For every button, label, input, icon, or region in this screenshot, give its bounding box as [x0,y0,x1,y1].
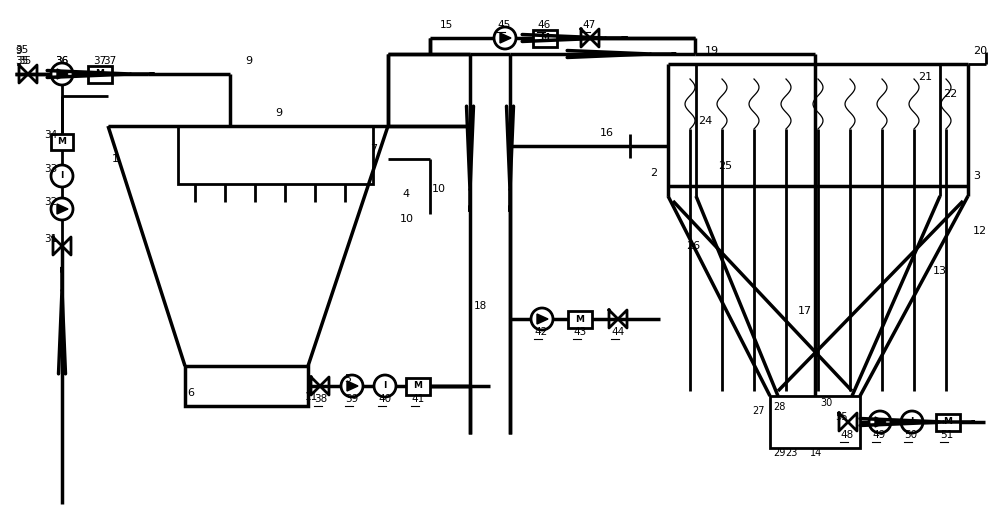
Text: M: M [58,138,66,146]
Text: 7: 7 [370,144,377,154]
Circle shape [869,411,891,433]
Polygon shape [500,33,511,43]
Circle shape [374,375,396,397]
Circle shape [901,411,923,433]
Text: 37: 37 [93,56,106,66]
Text: 35: 35 [15,45,28,55]
Text: M: M [540,33,550,43]
Bar [51,134,73,150]
Text: 18: 18 [474,301,487,311]
Text: 46: 46 [537,20,550,30]
Text: 41: 41 [411,394,424,404]
Text: 9: 9 [15,46,22,56]
Text: 10: 10 [432,184,446,194]
Polygon shape [875,417,886,427]
Text: 6: 6 [187,388,194,398]
Text: 43: 43 [573,327,586,337]
Polygon shape [537,314,548,324]
Text: M: M [944,417,952,427]
Bar [770,396,860,448]
Text: 30: 30 [820,398,832,408]
Polygon shape [57,69,68,79]
Text: 9: 9 [245,56,252,66]
Circle shape [51,63,73,85]
Text: 47: 47 [582,20,595,30]
Circle shape [51,198,73,220]
Text: 33: 33 [44,164,57,174]
Text: 13: 13 [933,266,947,276]
Text: 2: 2 [650,168,657,178]
Text: 26: 26 [686,241,700,251]
Text: M: M [576,315,584,323]
Text: 50: 50 [904,430,917,440]
Text: 9: 9 [275,108,282,118]
Text: 36: 36 [55,56,68,66]
Text: I: I [60,172,64,180]
Polygon shape [347,381,358,391]
Text: 24: 24 [698,116,712,126]
Text: 35: 35 [15,56,28,66]
Text: 23: 23 [785,448,797,458]
Text: 22: 22 [943,89,957,99]
Text: 20: 20 [973,46,987,56]
Text: 49: 49 [872,430,885,440]
Text: 28: 28 [773,402,785,412]
Bar [178,126,373,184]
Text: 5: 5 [344,374,351,384]
Text: 31: 31 [44,234,57,244]
Text: 34: 34 [44,130,57,140]
Bar [533,29,557,46]
Polygon shape [57,204,68,214]
Text: 32: 32 [44,197,57,207]
Text: 48: 48 [840,430,853,440]
Circle shape [341,375,363,397]
Text: 51: 51 [940,430,953,440]
Bar [936,413,960,431]
Text: 40: 40 [378,394,391,404]
Text: 42: 42 [534,327,547,337]
Text: 1: 1 [112,154,119,164]
Text: 44: 44 [611,327,624,337]
Text: 27: 27 [752,406,765,416]
Text: 45: 45 [497,20,510,30]
Bar [185,366,308,406]
Text: 17: 17 [798,306,812,316]
Bar [88,65,112,83]
Text: 25: 25 [718,161,732,171]
Circle shape [531,308,553,330]
Text: 38: 38 [314,394,327,404]
Circle shape [51,165,73,187]
Text: 37: 37 [103,56,116,66]
Text: 10: 10 [400,214,414,224]
Bar [406,377,430,395]
Text: 15: 15 [440,20,453,30]
Text: 14: 14 [810,448,822,458]
Text: 11: 11 [305,392,318,402]
Text: I: I [910,417,914,427]
Circle shape [494,27,516,49]
Text: M: M [414,381,422,391]
Text: 36: 36 [55,56,68,66]
Text: 12: 12 [973,226,987,236]
Text: 16: 16 [600,128,614,138]
Text: 39: 39 [345,394,358,404]
Text: 55: 55 [835,412,848,422]
Text: 29: 29 [773,448,785,458]
Text: 3: 3 [973,171,980,181]
Text: 35: 35 [18,56,31,66]
Bar [568,310,592,327]
Text: I: I [383,381,387,391]
Text: 4: 4 [402,189,409,199]
Text: 21: 21 [918,72,932,82]
Text: M: M [96,69,104,79]
Text: 19: 19 [705,46,719,56]
